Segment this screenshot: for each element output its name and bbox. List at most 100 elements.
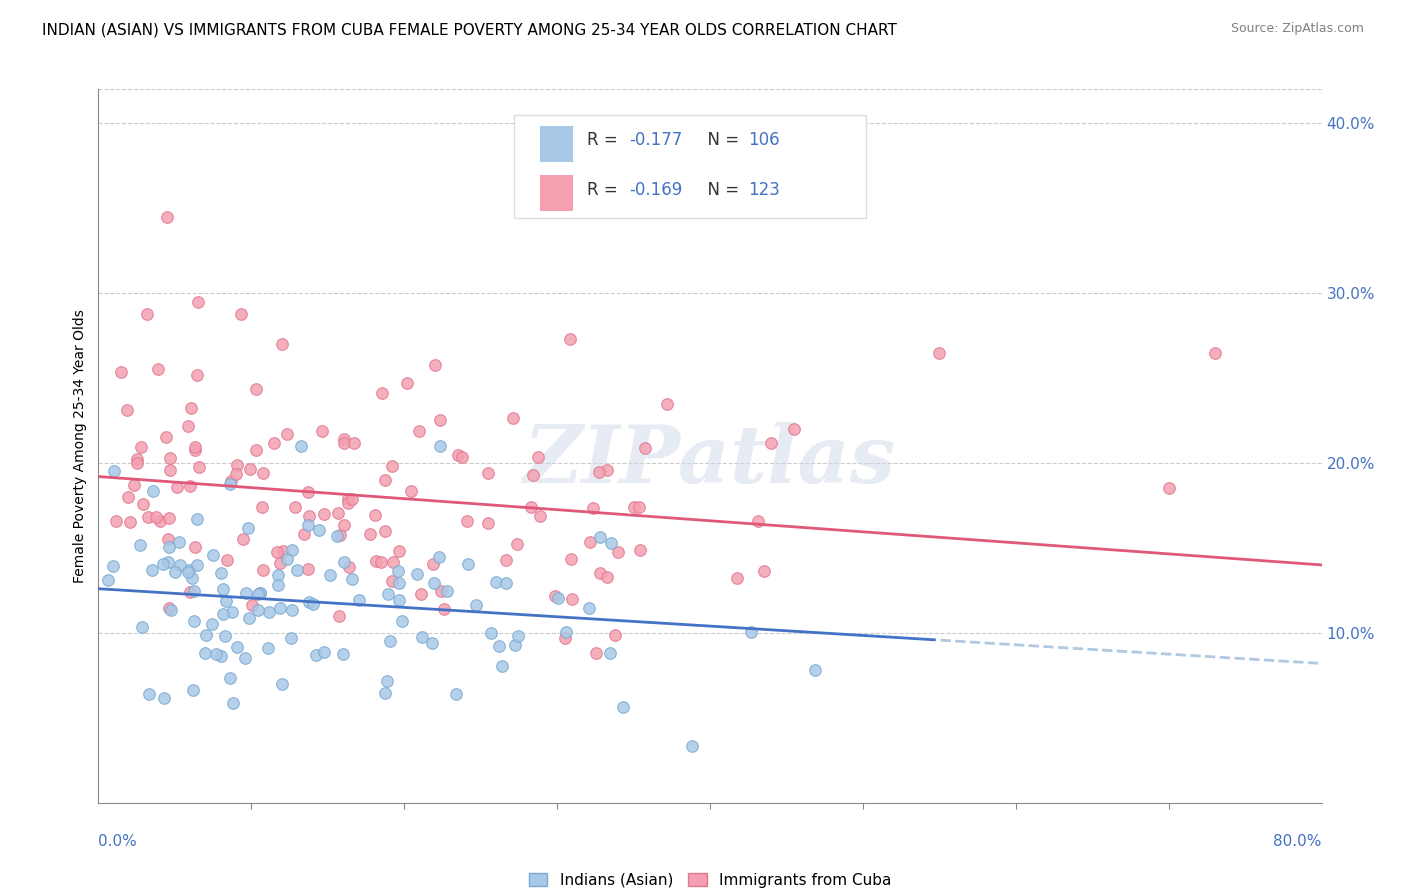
Point [257, 640, 280, 655]
Point [429, 439, 451, 453]
Point [152, 557, 174, 571]
Point [222, 696, 245, 710]
Point [588, 465, 610, 479]
Point [297, 518, 319, 533]
Point [380, 634, 402, 648]
Point [167, 535, 190, 549]
Point [232, 532, 254, 546]
Point [360, 527, 382, 541]
Point [118, 515, 141, 529]
Text: R =: R = [588, 181, 623, 199]
Point [506, 537, 529, 551]
Point [117, 490, 139, 504]
Point [804, 664, 827, 678]
Point [560, 551, 582, 566]
Point [177, 566, 200, 580]
Point [388, 575, 411, 590]
Point [340, 492, 363, 507]
Point [488, 639, 510, 653]
Point [783, 422, 806, 436]
Point [465, 598, 488, 612]
Point [312, 507, 335, 521]
Point [405, 567, 427, 582]
Point [214, 629, 236, 643]
Point [423, 575, 446, 590]
Point [554, 631, 576, 645]
Point [101, 559, 124, 574]
Point [387, 564, 409, 578]
Point [422, 558, 444, 572]
Point [219, 477, 242, 491]
Point [110, 366, 132, 380]
Point [740, 624, 762, 639]
Point [747, 514, 769, 528]
Point [347, 593, 370, 607]
Point [388, 543, 411, 558]
Point [600, 536, 623, 550]
Point [529, 508, 551, 523]
Point [450, 450, 472, 464]
Point [325, 529, 347, 543]
Point [201, 616, 224, 631]
Point [209, 649, 232, 664]
Point [579, 535, 602, 549]
Point [502, 411, 524, 425]
Point [252, 467, 274, 481]
Point [374, 524, 396, 538]
Point [337, 496, 360, 510]
Point [238, 610, 260, 624]
Point [160, 602, 183, 616]
Point [226, 640, 249, 654]
Point [429, 550, 451, 565]
Point [332, 647, 354, 661]
Point [271, 544, 294, 558]
Point [165, 565, 187, 579]
Point [457, 558, 479, 572]
Point [387, 593, 409, 607]
Point [157, 600, 180, 615]
Point [391, 614, 413, 628]
Point [257, 606, 280, 620]
Point [177, 563, 200, 577]
Point [218, 671, 240, 685]
Point [627, 500, 650, 514]
Point [599, 646, 621, 660]
Point [447, 448, 470, 462]
Point [284, 500, 307, 514]
Point [267, 578, 290, 592]
Point [332, 435, 354, 450]
Point [209, 566, 232, 580]
Point [343, 435, 366, 450]
Point [246, 587, 269, 601]
Point [280, 631, 302, 645]
Point [446, 687, 468, 701]
Point [423, 358, 446, 372]
Point [271, 677, 294, 691]
Point [589, 530, 612, 544]
Text: -0.177: -0.177 [630, 131, 683, 150]
Point [149, 514, 172, 528]
Point [183, 443, 205, 458]
Point [239, 461, 262, 475]
Point [578, 601, 600, 615]
Point [298, 509, 321, 524]
Point [371, 386, 394, 401]
Text: N =: N = [697, 181, 744, 199]
Point [225, 458, 247, 472]
Point [297, 562, 319, 576]
Point [186, 512, 208, 526]
Point [297, 484, 319, 499]
Point [623, 500, 645, 514]
Point [752, 564, 775, 578]
Point [135, 307, 157, 321]
Point [290, 439, 312, 453]
Point [157, 511, 180, 525]
Point [281, 603, 304, 617]
Point [479, 625, 502, 640]
Point [159, 463, 181, 477]
Point [582, 500, 605, 515]
Point [269, 601, 291, 615]
Point [280, 542, 302, 557]
Point [364, 554, 387, 568]
Point [129, 538, 152, 552]
